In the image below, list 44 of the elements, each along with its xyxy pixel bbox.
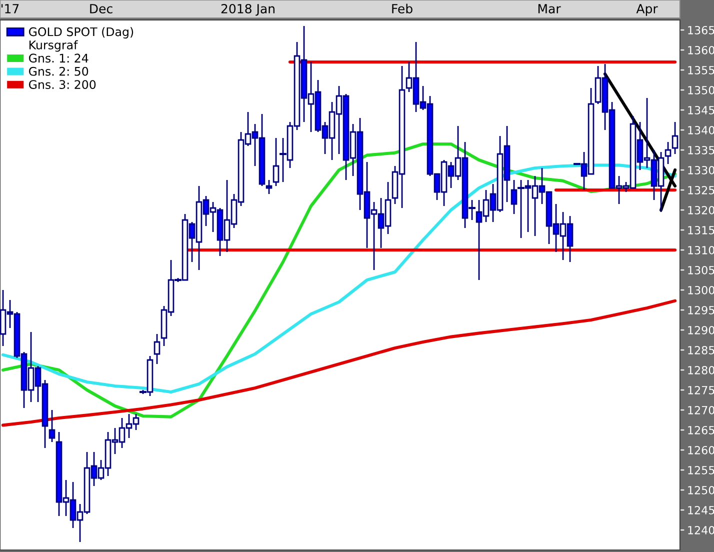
legend-title: Kursgraf xyxy=(29,40,78,52)
x-tick-label: Apr xyxy=(636,4,658,16)
y-tick-label: 1355 xyxy=(688,66,714,74)
y-tick-label: 1345 xyxy=(688,106,714,114)
y-tick-label: 1290 xyxy=(688,326,714,334)
candlestick xyxy=(154,333,160,365)
y-tick-label: 1265 xyxy=(688,426,714,434)
y-tick-label: 1240 xyxy=(688,526,714,534)
y-tick-label: 1335 xyxy=(688,146,714,154)
y-tick-label: 1320 xyxy=(688,206,714,214)
y-tick-label: 1295 xyxy=(688,306,714,314)
x-tick-label: Feb xyxy=(392,4,412,14)
candlestick xyxy=(510,179,518,215)
y-tick-label: 1340 xyxy=(688,126,714,134)
y-tick-label: 1350 xyxy=(688,86,714,94)
candlestick xyxy=(664,141,672,165)
x-tick-label: '17 xyxy=(2,4,19,14)
y-tick-label: 1255 xyxy=(688,466,714,474)
y-tick-label: 1285 xyxy=(688,346,714,354)
y-tick-label: 1300 xyxy=(688,286,714,294)
y-tick-label: 1260 xyxy=(688,446,714,454)
x-tick-label: Dec xyxy=(90,4,112,14)
candlestick xyxy=(266,179,272,195)
y-tick-label: 1310 xyxy=(688,246,714,254)
y-tick-label: 1275 xyxy=(688,386,714,394)
y-tick-label: 1245 xyxy=(688,506,714,514)
y-tick-label: 1360 xyxy=(688,46,714,54)
legend-label: Gns. 1: 24 xyxy=(28,54,88,63)
y-tick-label: 1270 xyxy=(688,406,714,414)
legend-label: Gns. 2: 50 xyxy=(28,66,88,76)
y-tick-label: 1315 xyxy=(688,226,714,234)
y-tick-label: 1365 xyxy=(688,26,714,34)
candlestick xyxy=(48,409,56,443)
candlestick xyxy=(272,137,280,187)
legend-label: Gns. 3: 200 xyxy=(28,80,96,90)
legend-label: GOLD SPOT (Dag) xyxy=(28,27,134,39)
y-tick-label: 1250 xyxy=(688,486,714,494)
x-tick-label: 2018 Jan xyxy=(221,4,274,16)
y-tick-label: 1280 xyxy=(688,366,714,374)
y-tick-label: 1330 xyxy=(688,166,714,174)
line-series xyxy=(1,299,677,427)
x-tick-label: Mar xyxy=(538,4,561,14)
y-tick-label: 1305 xyxy=(688,266,714,274)
y-tick-label: 1325 xyxy=(688,186,714,194)
